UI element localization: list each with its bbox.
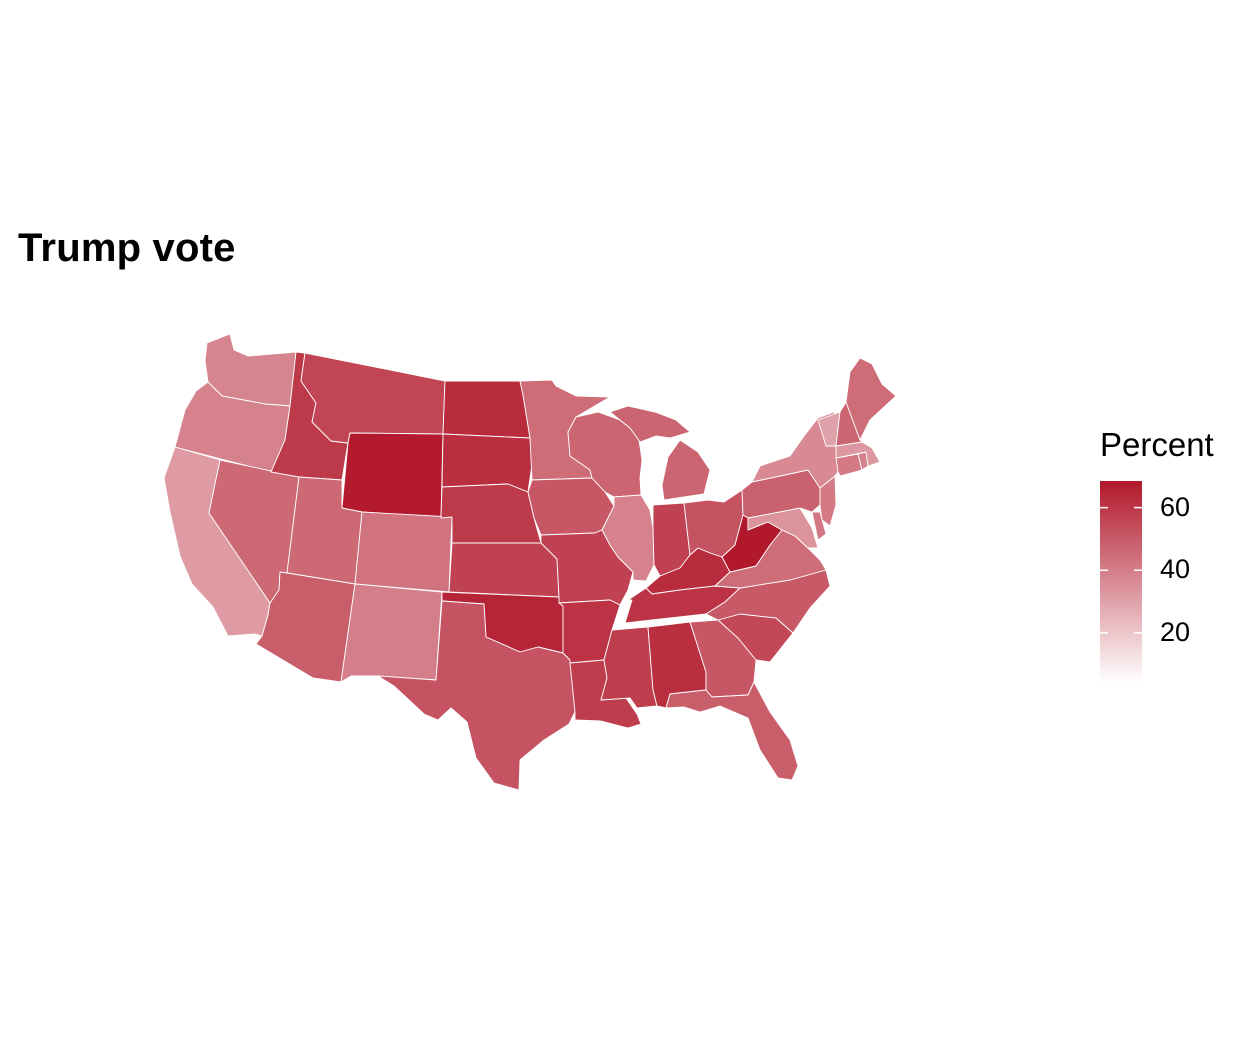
state-NE — [440, 483, 542, 544]
state-KS — [448, 542, 560, 598]
map-title: Trump vote — [18, 226, 236, 270]
legend-colorbar — [1100, 481, 1142, 683]
legend-tick-label: 40 — [1160, 554, 1191, 585]
state-PA — [741, 469, 821, 519]
state-ND — [442, 380, 531, 439]
state-MD — [747, 507, 819, 549]
legend-tick-label: 20 — [1160, 616, 1191, 647]
state-NM — [340, 583, 443, 683]
state-MI — [609, 405, 711, 501]
legend-title: Percent — [1100, 426, 1214, 463]
state-FL — [665, 681, 799, 781]
legend-tick-label: 60 — [1160, 491, 1191, 522]
state-MT — [300, 352, 446, 444]
state-CO — [354, 511, 453, 593]
state-TX — [377, 600, 576, 791]
state-WY — [341, 432, 444, 519]
state-NC — [705, 569, 831, 634]
state-DE — [811, 511, 827, 541]
state-SD — [441, 433, 533, 493]
state-NH — [835, 401, 863, 447]
state-ME — [845, 357, 897, 441]
state-IL — [601, 494, 655, 582]
state-MA — [835, 441, 881, 467]
